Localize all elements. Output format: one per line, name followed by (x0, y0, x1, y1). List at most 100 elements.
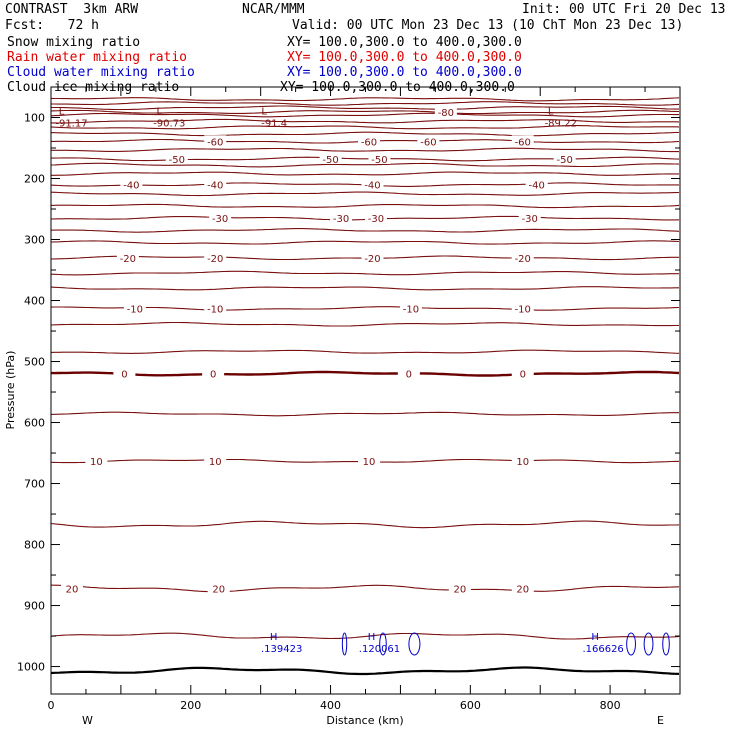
contour-label-background (448, 582, 471, 594)
temperature-contour-line (50, 203, 680, 209)
minimum-value: -91.4 (261, 118, 287, 129)
contour-label-background (511, 135, 534, 147)
contour-label-background (319, 152, 342, 164)
contour-label-background (204, 135, 227, 147)
contour-label-background (518, 212, 541, 224)
cloud-water-contour (643, 632, 654, 656)
contour-label-background (330, 212, 353, 224)
contour-label: -30 (368, 214, 384, 225)
contour-label-background (417, 135, 440, 147)
contour-label-background (357, 454, 380, 466)
contour-label: -20 (364, 254, 380, 265)
plot-frame (50, 86, 681, 695)
minimum-marker: L (548, 106, 554, 117)
contour-label: -10 (207, 304, 223, 315)
cloud-water-contour (408, 632, 421, 656)
contour-label: -10 (515, 304, 531, 315)
field-rain-label: Rain water mixing ratio (7, 50, 188, 65)
contour-label-background (511, 367, 534, 379)
contour-label-background (123, 302, 146, 314)
contour-label: 0 (210, 370, 216, 381)
y-axis-label: Pressure (hPa) (4, 351, 17, 430)
cloud-water-max-marker: H (591, 632, 599, 643)
cloud-water-max-marker: H (270, 632, 278, 643)
west-label: W (82, 714, 93, 727)
y-tick-label: 800 (24, 539, 45, 552)
temperature-contour-line (50, 411, 679, 417)
temperature-contour-line (51, 584, 680, 593)
x-tick-label: 600 (460, 699, 481, 712)
cloud-water-max-value: .120061 (359, 644, 400, 655)
contour-label: 20 (66, 584, 79, 595)
temperature-contour-line (51, 105, 679, 111)
contour-label: -30 (212, 214, 228, 225)
contour-label-background (116, 251, 139, 263)
temperature-contour-line (50, 112, 679, 118)
temperature-contour-line (51, 370, 680, 377)
model-name: CONTRAST 3km ARW (5, 2, 139, 17)
field-cloudwater-label: Cloud water mixing ratio (7, 65, 195, 80)
contour-label: 0 (121, 370, 127, 381)
contour-label-background (165, 152, 188, 164)
contour-label: -60 (515, 137, 531, 148)
contour-label-background (113, 367, 136, 379)
minimum-marker: L (59, 106, 65, 117)
valid-time: Valid: 00 UTC Mon 23 Dec 13 (10 ChT Mon … (292, 18, 684, 33)
minimum-value: -90.73 (153, 118, 185, 129)
contour-label-background (434, 106, 457, 118)
contour-label-background (204, 302, 227, 314)
field-cloudwater-xy: XY= 100.0,300.0 to 400.0,300.0 (287, 65, 522, 80)
distance-axis: 0 200 400 600 800 (48, 87, 681, 712)
cloud-water-max-marker: H (368, 632, 376, 643)
contour-label: -30 (522, 214, 538, 225)
cloud-water-contour (662, 632, 670, 656)
temperature-contour-line (50, 520, 680, 529)
contour-label-background (204, 251, 227, 263)
cloud-water-contour (379, 632, 387, 656)
minimum-marker: L (157, 106, 163, 117)
contour-label: -50 (371, 155, 387, 166)
contour-label: 10 (363, 457, 376, 468)
minimum-value: -91.17 (55, 118, 87, 129)
cloud-water-contour (626, 632, 636, 656)
field-snow-label: Snow mixing ratio (7, 35, 141, 50)
contour-label-background (397, 367, 420, 379)
temperature-contour-line (51, 147, 679, 153)
contour-label-background (202, 367, 225, 379)
contour-label: 20 (453, 584, 466, 595)
x-axis-label: Distance (km) (326, 714, 403, 727)
contour-label-background (511, 454, 534, 466)
contour-label-background (361, 251, 384, 263)
temperature-contour-line (50, 321, 680, 327)
contour-label: -40 (123, 181, 139, 192)
contour-labels: 20 20 20 20 10 10 10 10 0 0 0 0 -10 -10 -10 -10 -20 -20 -2… (60, 106, 576, 595)
contour-label: 20 (516, 584, 529, 595)
contour-label-background (120, 178, 143, 190)
y-tick-label: 300 (24, 234, 45, 247)
contour-label-background (525, 178, 548, 190)
minimum-marker: L (261, 106, 267, 117)
center-name: NCAR/MMM (242, 2, 305, 17)
contour-label: 10 (90, 457, 103, 468)
contour-label-background (364, 212, 387, 224)
cloud-water-max-value: .166626 (582, 644, 623, 655)
y-tick-label: 1000 (17, 661, 45, 674)
cloud-water-contour (341, 632, 348, 656)
x-tick-label: 0 (48, 699, 55, 712)
contour-label-background (511, 251, 534, 263)
contour-label: -40 (364, 181, 380, 192)
field-snow-xy: XY= 100.0,300.0 to 400.0,300.0 (287, 35, 522, 50)
contour-label: -40 (529, 181, 545, 192)
temperature-contour-line (50, 240, 680, 245)
temperature-contour-line (51, 118, 680, 124)
contour-label-background (399, 302, 422, 314)
contour-label-background (60, 582, 83, 594)
contour-label: -50 (322, 155, 338, 166)
temperature-contour-line (50, 306, 680, 311)
contour-label-background (553, 152, 576, 164)
contour-label: -60 (207, 137, 223, 148)
x-tick-label: 800 (600, 699, 621, 712)
x-tick-label: 200 (180, 699, 201, 712)
